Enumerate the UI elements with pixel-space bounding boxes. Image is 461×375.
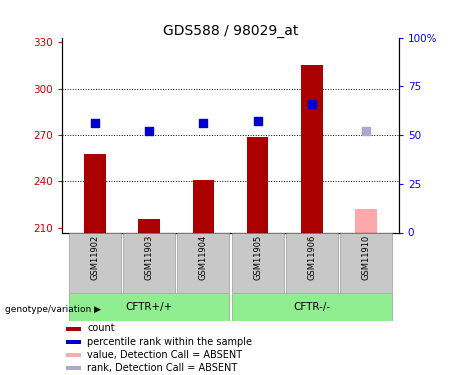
Bar bbox=[65, 366, 81, 370]
Point bbox=[254, 118, 261, 124]
Text: genotype/variation ▶: genotype/variation ▶ bbox=[5, 305, 100, 314]
Bar bbox=[355, 209, 377, 232]
Point bbox=[145, 128, 153, 134]
Bar bbox=[193, 180, 214, 232]
Point bbox=[308, 101, 316, 107]
Bar bbox=[177, 232, 230, 292]
Bar bbox=[340, 232, 392, 292]
Bar bbox=[123, 232, 175, 292]
Text: GSM11910: GSM11910 bbox=[362, 234, 371, 279]
Text: percentile rank within the sample: percentile rank within the sample bbox=[88, 336, 253, 346]
Text: GDS588 / 98029_at: GDS588 / 98029_at bbox=[163, 24, 298, 38]
Bar bbox=[65, 352, 81, 357]
Text: rank, Detection Call = ABSENT: rank, Detection Call = ABSENT bbox=[88, 363, 238, 373]
Bar bbox=[69, 292, 230, 321]
Text: GSM11904: GSM11904 bbox=[199, 234, 208, 279]
Point bbox=[91, 120, 99, 126]
Text: count: count bbox=[88, 324, 115, 333]
Bar bbox=[231, 292, 392, 321]
Text: GSM11905: GSM11905 bbox=[253, 234, 262, 279]
Bar bbox=[65, 340, 81, 344]
Point bbox=[362, 128, 370, 134]
Bar bbox=[65, 327, 81, 331]
Bar bbox=[247, 136, 268, 232]
Point bbox=[200, 120, 207, 126]
Text: CFTR+/+: CFTR+/+ bbox=[125, 302, 173, 312]
Text: CFTR-/-: CFTR-/- bbox=[293, 302, 331, 312]
Bar bbox=[286, 232, 338, 292]
Text: value, Detection Call = ABSENT: value, Detection Call = ABSENT bbox=[88, 350, 242, 360]
Bar bbox=[84, 154, 106, 232]
Text: GSM11903: GSM11903 bbox=[145, 234, 154, 280]
Bar bbox=[69, 232, 121, 292]
Bar bbox=[138, 219, 160, 232]
Bar bbox=[231, 232, 284, 292]
Text: GSM11906: GSM11906 bbox=[307, 234, 316, 280]
Bar bbox=[301, 65, 323, 232]
Text: GSM11902: GSM11902 bbox=[90, 234, 99, 279]
